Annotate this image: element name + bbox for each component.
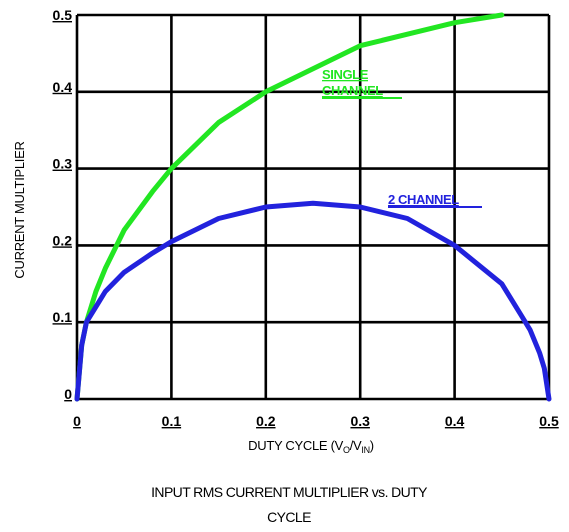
series-label-single-channel-line1: SINGLE [322, 67, 369, 82]
x-axis-label: DUTY CYCLE (VO/VIN) [248, 438, 374, 455]
series-label-single-channel-line2: CHANNEL [322, 83, 383, 98]
y-tick-label-2: 0.2 [53, 232, 73, 248]
x-tick-label-0: 0 [73, 413, 81, 429]
chart-caption-line1: INPUT RMS CURRENT MULTIPLIER vs. DUTY [151, 484, 428, 500]
chart-caption-line2: CYCLE [267, 509, 311, 525]
y-tick-label-5: 0.5 [53, 7, 73, 23]
series-label-2-channel: 2 CHANNEL [388, 192, 459, 207]
series-layer [74, 12, 552, 402]
y-tick-label-4: 0.4 [53, 79, 73, 95]
y-tick-label-3: 0.3 [53, 156, 73, 172]
x-tick-label-2: 0.2 [256, 413, 276, 429]
x-tick-label-1: 0.1 [162, 413, 182, 429]
x-tick-label-3: 0.3 [350, 413, 370, 429]
y-tick-label-1: 0.1 [53, 309, 73, 325]
x-tick-label-5: 0.5 [539, 413, 559, 429]
y-axis-label: CURRENT MULTIPLIER [12, 141, 27, 278]
series-2-channel [74, 200, 552, 402]
series-single-channel [74, 12, 505, 402]
y-tick-label-0: 0 [64, 386, 72, 402]
x-tick-label-4: 0.4 [445, 413, 465, 429]
tick-labels: 0 0.1 0.2 0.3 0.4 0.5 0 0.1 0.2 0.3 0.4 0.5 [53, 7, 559, 429]
